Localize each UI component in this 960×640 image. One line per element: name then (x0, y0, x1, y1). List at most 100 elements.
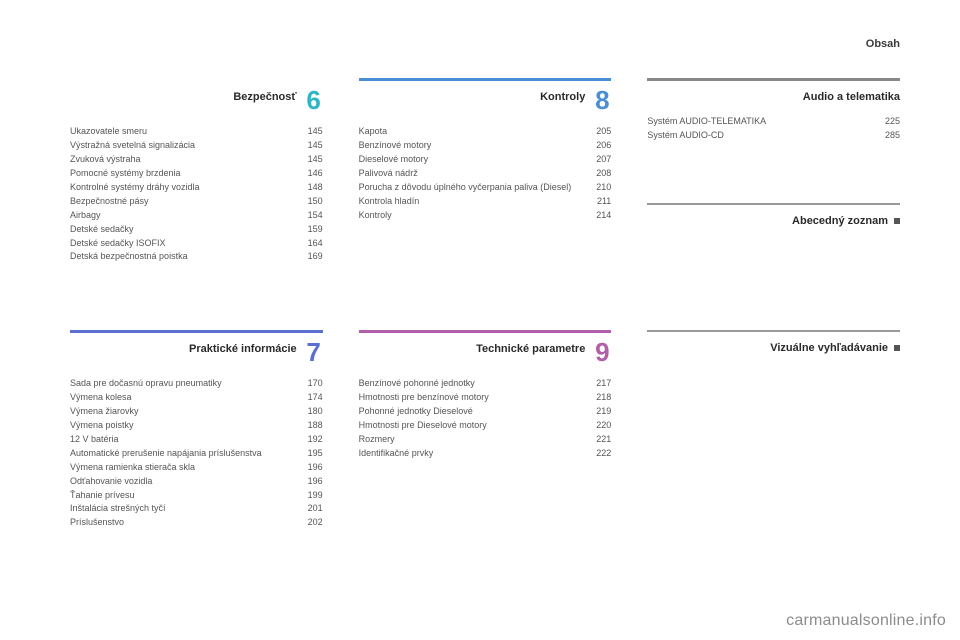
toc-item-label: Palivová nádrž (359, 167, 586, 181)
section-6-items: Ukazovatele smeru145Výstražná svetelná s… (70, 125, 323, 264)
toc-item-page: 174 (297, 391, 323, 405)
toc-item-page: 145 (297, 153, 323, 167)
toc-item: Detské sedačky ISOFIX164 (70, 237, 323, 251)
toc-item: Kontroly214 (359, 209, 612, 223)
toc-item-label: Hmotnosti pre Dieselové motory (359, 419, 586, 433)
section-9-head: Technické parametre 9 (359, 339, 612, 365)
toc-item: Hmotnosti pre benzínové motory218 (359, 391, 612, 405)
toc-item: Zvuková výstraha145 (70, 153, 323, 167)
toc-item-label: Detská bezpečnostná poistka (70, 250, 297, 264)
toc-item-label: Príslušenstvo (70, 516, 297, 530)
toc-item-page: 214 (585, 209, 611, 223)
section-9: Technické parametre 9 Benzínové pohonné … (359, 330, 612, 530)
section-8-title: Kontroly (359, 87, 586, 103)
toc-item-label: Výstražná svetelná signalizácia (70, 139, 297, 153)
toc-item: Odťahovanie vozidla196 (70, 475, 323, 489)
spacer (647, 143, 900, 203)
toc-item-label: 12 V batéria (70, 433, 297, 447)
toc-item-label: Kontrola hladín (359, 195, 586, 209)
toc-item-label: Kontrolné systémy dráhy vozidla (70, 181, 297, 195)
toc-item-page: 202 (297, 516, 323, 530)
toc-item-label: Ukazovatele smeru (70, 125, 297, 139)
toc-item: Automatické prerušenie napájania prísluš… (70, 447, 323, 461)
toc-row-1: Bezpečnosť 6 Ukazovatele smeru145Výstraž… (70, 78, 900, 264)
square-bullet-icon (894, 345, 900, 351)
toc-item-label: Porucha z dôvodu úplného vyčerpania pali… (359, 181, 586, 195)
toc-item-label: Kapota (359, 125, 586, 139)
toc-item-label: Benzínové motory (359, 139, 586, 153)
toc-item-label: Pohonné jednotky Dieselové (359, 405, 586, 419)
toc-item: Ukazovatele smeru145 (70, 125, 323, 139)
toc-item-page: 205 (585, 125, 611, 139)
toc-item-page: 196 (297, 475, 323, 489)
section-8-rule (359, 78, 612, 81)
toc-item-label: Zvuková výstraha (70, 153, 297, 167)
toc-item: Pohonné jednotky Dieselové219 (359, 405, 612, 419)
toc-item: Dieselové motory207 (359, 153, 612, 167)
section-audio-col: Audio a telematika Systém AUDIO-TELEMATI… (647, 78, 900, 264)
section-7-head: Praktické informácie 7 (70, 339, 323, 365)
toc-item-label: Inštalácia strešných tyčí (70, 502, 297, 516)
toc-item: Hmotnosti pre Dieselové motory220 (359, 419, 612, 433)
section-audio-title: Audio a telematika (647, 87, 900, 103)
toc-item-page: 196 (297, 461, 323, 475)
toc-item-page: 201 (297, 502, 323, 516)
toc-item: Výmena ramienka stierača skla196 (70, 461, 323, 475)
toc-item-page: 221 (585, 433, 611, 447)
toc-item-page: 217 (585, 377, 611, 391)
toc-item-label: Výmena poistky (70, 419, 297, 433)
toc-item: Palivová nádrž208 (359, 167, 612, 181)
toc-item-label: Detské sedačky (70, 223, 297, 237)
toc-item-label: Systém AUDIO-TELEMATIKA (647, 115, 874, 129)
section-8-head: Kontroly 8 (359, 87, 612, 113)
toc-item-label: Pomocné systémy brzdenia (70, 167, 297, 181)
toc-row-2: Praktické informácie 7 Sada pre dočasnú … (70, 330, 900, 530)
toc-item: Benzínové motory206 (359, 139, 612, 153)
section-8-number: 8 (593, 87, 611, 113)
toc-item: Detské sedačky159 (70, 223, 323, 237)
section-abc-title: Abecedný zoznam (647, 211, 900, 227)
toc-item: Identifikačné prvky222 (359, 447, 612, 461)
toc-item-label: Detské sedačky ISOFIX (70, 237, 297, 251)
toc-item-label: Sada pre dočasnú opravu pneumatiky (70, 377, 297, 391)
section-8: Kontroly 8 Kapota205Benzínové motory206D… (359, 78, 612, 264)
toc-item-label: Automatické prerušenie napájania prísluš… (70, 447, 297, 461)
toc-item-label: Benzínové pohonné jednotky (359, 377, 586, 391)
page-header: Obsah (866, 38, 900, 50)
section-9-number: 9 (593, 339, 611, 365)
section-visual-title: Vizuálne vyhľadávanie (647, 338, 900, 354)
section-7-rule (70, 330, 323, 333)
toc-item: Sada pre dočasnú opravu pneumatiky170 (70, 377, 323, 391)
toc-item-page: 148 (297, 181, 323, 195)
toc-item-page: 164 (297, 237, 323, 251)
toc-item-label: Výmena ramienka stierača skla (70, 461, 297, 475)
toc-item-page: 146 (297, 167, 323, 181)
section-6-rule (70, 78, 323, 81)
toc-item: Kontrola hladín211 (359, 195, 612, 209)
toc-item-page: 170 (297, 377, 323, 391)
section-9-title: Technické parametre (359, 339, 586, 355)
toc-item-label: Identifikačné prvky (359, 447, 586, 461)
toc-item-page: 169 (297, 250, 323, 264)
toc-item: Pomocné systémy brzdenia146 (70, 167, 323, 181)
toc-item-page: 199 (297, 489, 323, 503)
toc-item-page: 207 (585, 153, 611, 167)
square-bullet-icon (894, 218, 900, 224)
toc-item-label: Systém AUDIO-CD (647, 129, 874, 143)
toc-item-label: Dieselové motory (359, 153, 586, 167)
toc-item: Rozmery221 (359, 433, 612, 447)
toc-item: Výmena poistky188 (70, 419, 323, 433)
toc-item: Airbagy154 (70, 209, 323, 223)
toc-item: Inštalácia strešných tyčí201 (70, 502, 323, 516)
toc-item: Benzínové pohonné jednotky217 (359, 377, 612, 391)
section-abc-title-text: Abecedný zoznam (792, 215, 888, 227)
watermark-text: carmanualsonline.info (786, 612, 946, 630)
section-visual-rule (647, 330, 900, 332)
section-8-items: Kapota205Benzínové motory206Dieselové mo… (359, 125, 612, 223)
toc-item-label: Kontroly (359, 209, 586, 223)
toc-item-page: 211 (585, 195, 611, 209)
toc-item: Príslušenstvo202 (70, 516, 323, 530)
toc-item-page: 210 (585, 181, 611, 195)
toc-item-page: 220 (585, 419, 611, 433)
toc-item-label: Odťahovanie vozidla (70, 475, 297, 489)
